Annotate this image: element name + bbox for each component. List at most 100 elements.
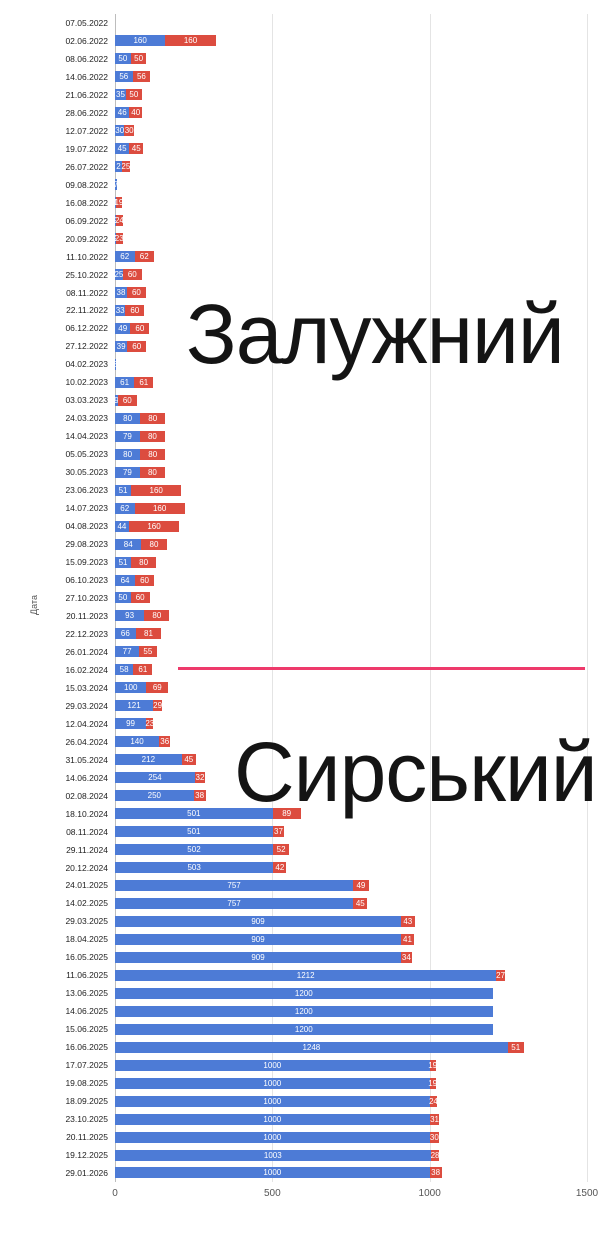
bar-segment-blue: 1000	[115, 1131, 430, 1143]
chart-row: 28.06.2022 46 40	[0, 104, 587, 122]
bar-segment-red: 27	[496, 969, 506, 981]
row-date-label: 14.06.2024	[65, 772, 108, 783]
bar-segment-blue: 30	[115, 125, 125, 137]
bar-track: 44 160	[115, 520, 587, 532]
bar-track: 3	[113, 358, 587, 370]
chart-row: 22.12.2023 66 81	[0, 625, 587, 643]
chart-row: 16.08.2022 1 19	[0, 194, 587, 212]
chart-row: 02.08.2024 250 38	[0, 787, 587, 805]
row-date-label: 29.11.2024	[66, 844, 108, 855]
chart-row: 17.07.2025 1000 19	[0, 1056, 587, 1074]
chart-row: 08.11.2022 38 60	[0, 284, 587, 302]
chart-row: 07.05.2022	[0, 14, 587, 32]
chart-row: 29.11.2024 502 52	[0, 841, 587, 859]
chart-row: 23.10.2025 1000 31	[0, 1110, 587, 1128]
bar-segment-blue: 2	[115, 161, 122, 173]
chart-row: 14.02.2025 757 45	[0, 894, 587, 912]
gridline-1500	[587, 14, 588, 1182]
bar-segment-red: 55	[139, 646, 157, 658]
bar-segment-blue: 140	[115, 736, 160, 748]
chart-row: 21.06.2022 35 50	[0, 86, 587, 104]
bar-segment-blue: 66	[115, 628, 136, 640]
row-date-label: 25.10.2022	[65, 269, 108, 280]
bar-segment-red: 24	[428, 1095, 438, 1107]
row-date-label: 04.08.2023	[65, 521, 108, 532]
row-date-label: 24.01.2025	[65, 880, 108, 891]
bar-segment-blue: 1000	[115, 1095, 430, 1107]
bar-track: 160 160	[115, 35, 587, 47]
bar-segment-red: 89	[272, 808, 301, 820]
bar-track: 100 69	[115, 682, 587, 694]
chart-row: 08.06.2022 50 50	[0, 50, 587, 68]
chart-row: 13.06.2025 1200	[0, 984, 587, 1002]
row-date-label: 05.05.2023	[65, 449, 108, 460]
bar-segment-blue: 84	[115, 538, 142, 550]
bar-segment-blue: 7	[113, 179, 119, 191]
bar-track: 79 80	[115, 466, 587, 478]
chart-row: 29.03.2025 909 43	[0, 912, 587, 930]
row-date-label: 28.06.2022	[65, 107, 108, 118]
bar-track: 501 89	[115, 808, 587, 820]
row-date-label: 21.06.2022	[65, 89, 108, 100]
bar-track: 50 50	[115, 53, 587, 65]
row-date-label: 23.10.2025	[65, 1114, 108, 1125]
bar-track: 46 40	[115, 107, 587, 119]
chart-row: 27.12.2022 39 60	[0, 337, 587, 355]
chart-row: 18.10.2024 501 89	[0, 805, 587, 823]
bar-segment-blue: 51	[115, 484, 132, 496]
chart-row: 14.07.2023 62 160	[0, 499, 587, 517]
chart-row: 18.04.2025 909 41	[0, 930, 587, 948]
row-date-label: 24.03.2023	[65, 413, 108, 424]
chart-row: 14.06.2022 56 56	[0, 68, 587, 86]
bar-segment-red: 160	[131, 484, 182, 496]
bar-track: 757 49	[115, 879, 587, 891]
bar-track: 99 23	[115, 718, 587, 730]
bar-track: 80 80	[115, 448, 587, 460]
bar-segment-blue: 250	[115, 790, 194, 802]
bar-segment-blue: 160	[115, 35, 166, 47]
bar-segment-blue: 1000	[115, 1113, 430, 1125]
bar-segment-blue: 62	[115, 251, 135, 263]
row-date-label: 08.11.2024	[66, 826, 108, 837]
row-date-label: 02.08.2024	[65, 790, 108, 801]
bar-segment-blue: 33	[115, 304, 126, 316]
chart-row: 16.05.2025 909 34	[0, 948, 587, 966]
bar-segment-blue: 93	[115, 610, 145, 622]
bar-segment-blue: 49	[115, 322, 131, 334]
chart-row: 31.05.2024 212 45	[0, 751, 587, 769]
bar-track: 79 80	[115, 430, 587, 442]
bar-segment-red: 60	[117, 394, 137, 406]
row-date-label: 13.06.2025	[65, 988, 108, 999]
row-date-label: 30.05.2023	[65, 467, 108, 478]
chart-row: 29.03.2024 121 29	[0, 697, 587, 715]
bar-segment-blue: 100	[115, 682, 147, 694]
bar-track: 1000 19	[115, 1077, 587, 1089]
row-date-label: 16.05.2025	[65, 952, 108, 963]
bar-segment-blue: 1200	[115, 987, 493, 999]
row-date-label: 09.08.2022	[65, 179, 108, 190]
gridline-500	[272, 14, 274, 1182]
row-date-label: 10.02.2023	[65, 377, 108, 388]
chart-row: 25.10.2022 25 60	[0, 266, 587, 284]
row-date-label: 27.12.2022	[65, 341, 108, 352]
row-date-label: 27.10.2023	[65, 592, 108, 603]
bar-segment-blue: 1200	[115, 1005, 493, 1017]
bar-segment-blue: 79	[115, 430, 140, 442]
chart-row: 20.09.2022 2 23	[0, 230, 587, 248]
bar-track: 1212 27	[115, 969, 587, 981]
x-tick-500: 500	[263, 1188, 281, 1199]
bar-track: 39 60	[115, 340, 587, 352]
row-date-label: 29.08.2023	[65, 539, 108, 550]
bar-segment-red: 62	[134, 251, 154, 263]
bar-track: 77 55	[115, 646, 587, 658]
bar-segment-blue: 2	[113, 233, 118, 245]
bar-segment-red: 24	[114, 215, 124, 227]
x-tick-1000: 1000	[418, 1188, 441, 1199]
bar-segment-red: 56	[132, 71, 151, 83]
chart-row: 16.02.2024 58 61	[0, 661, 587, 679]
row-date-label: 20.11.2025	[66, 1132, 108, 1143]
bar-segment-blue: 1003	[115, 1149, 431, 1161]
row-date-label: 07.05.2022	[65, 17, 108, 28]
row-date-label: 14.02.2025	[65, 898, 108, 909]
row-date-label: 26.01.2024	[65, 646, 108, 657]
